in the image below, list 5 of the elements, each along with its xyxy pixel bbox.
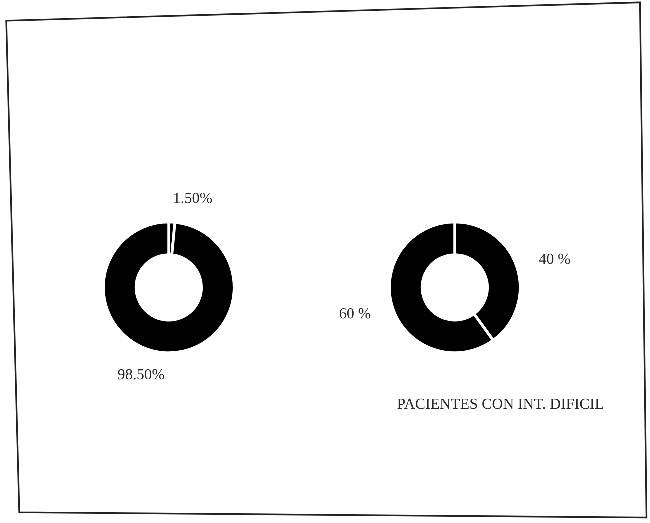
data-label: 1.50%: [174, 193, 212, 204]
data-label: 40 %: [539, 254, 570, 264]
text: PACIENTES CON INT. DIFICIL: [398, 398, 604, 410]
data-label: 60 %: [340, 308, 371, 319]
data-label: 98.50%: [118, 369, 164, 380]
